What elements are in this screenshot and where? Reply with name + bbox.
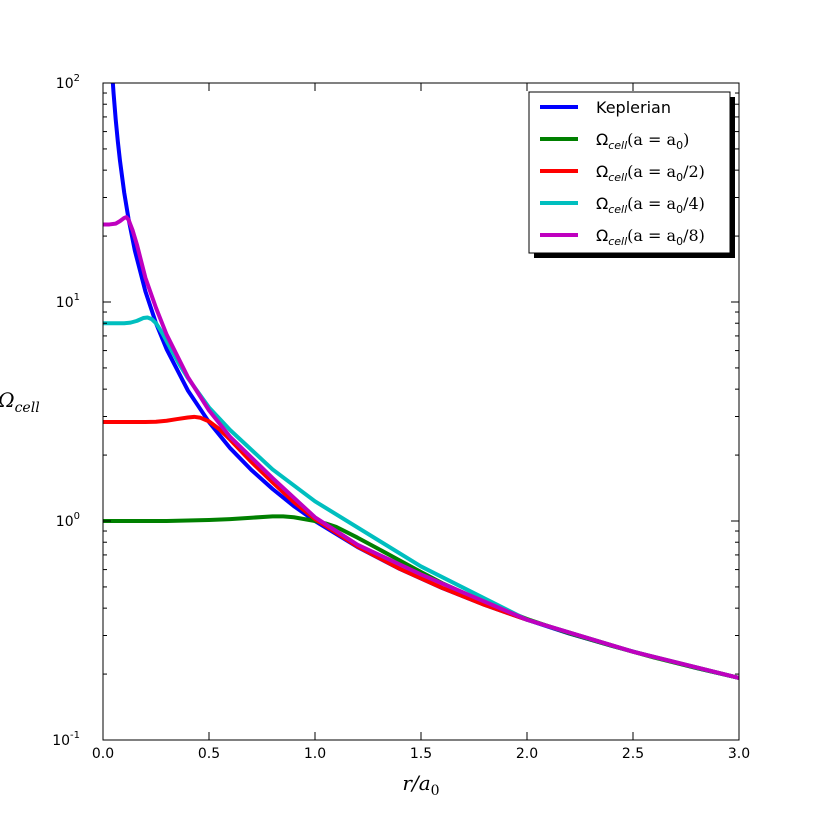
- legend-label-2: Ωcell(a = a0/2): [596, 162, 705, 184]
- x-tick-label: 2.5: [622, 746, 644, 762]
- x-tick-label: 1.0: [304, 746, 326, 762]
- y-tick-label: 100: [56, 511, 80, 530]
- series-layer: [103, 83, 739, 680]
- legend-label-3: Ωcell(a = a0/4): [596, 194, 705, 216]
- series-line-2: [103, 414, 739, 680]
- x-tick-label: 2.0: [516, 746, 538, 762]
- x-axis: 0.0 0.5 1.0 1.5 2.0 2.5 3.0: [92, 83, 750, 762]
- series-line-4: [103, 215, 739, 680]
- y-tick-label: 102: [56, 73, 80, 92]
- series-line-3: [103, 315, 739, 680]
- x-axis-label: r/a0: [402, 771, 439, 799]
- y-tick-label: 101: [56, 292, 80, 311]
- y-axis-label: Ωcell: [0, 388, 40, 416]
- x-tick-label: 3.0: [728, 746, 750, 762]
- legend-label-0: Keplerian: [596, 98, 671, 117]
- x-tick-label: 1.5: [410, 746, 432, 762]
- y-axis: 10-1 100 101 102: [52, 73, 739, 749]
- x-tick-label: 0.0: [92, 746, 114, 762]
- legend-label-4: Ωcell(a = a0/8): [596, 226, 705, 248]
- x-tick-label: 0.5: [198, 746, 220, 762]
- y-tick-label: 10-1: [52, 730, 80, 749]
- legend: Keplerian Ωcell(a = a0) Ωcell(a = a0/2) Ωce…: [528, 91, 735, 258]
- legend-label-1: Ωcell(a = a0): [596, 130, 689, 152]
